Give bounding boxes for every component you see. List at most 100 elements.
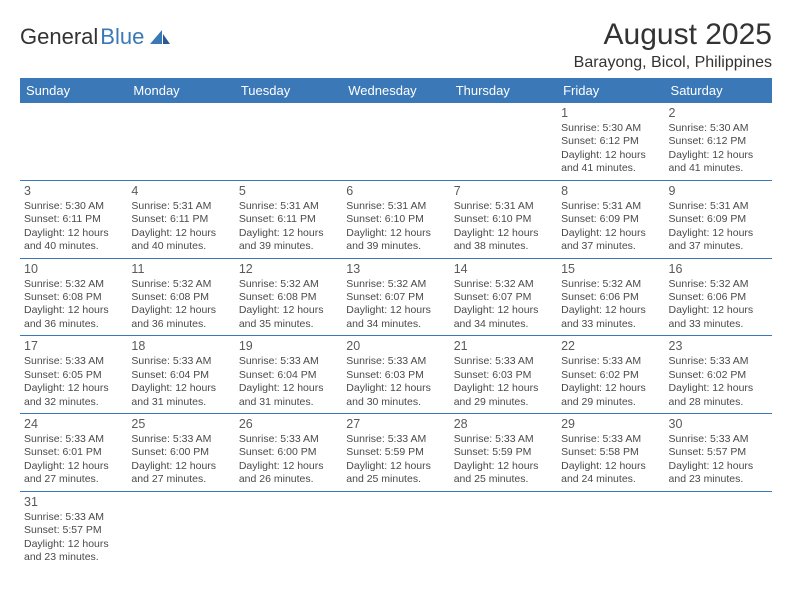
day-number: 3 [24,183,123,199]
day-number: 25 [131,416,230,432]
day-number: 28 [454,416,553,432]
sunrise: Sunrise: 5:32 AM [454,278,553,291]
calendar-day: 19Sunrise: 5:33 AMSunset: 6:04 PMDayligh… [235,336,342,414]
sunset: Sunset: 6:10 PM [454,213,553,226]
sunrise: Sunrise: 5:31 AM [561,200,660,213]
sunset: Sunset: 6:00 PM [131,446,230,459]
calendar-body: 1Sunrise: 5:30 AMSunset: 6:12 PMDaylight… [20,103,772,569]
sunset: Sunset: 6:02 PM [669,369,768,382]
calendar-day: 9Sunrise: 5:31 AMSunset: 6:09 PMDaylight… [665,180,772,258]
daylight: Daylight: 12 hours and 27 minutes. [24,460,123,487]
calendar-day: 11Sunrise: 5:32 AMSunset: 6:08 PMDayligh… [127,258,234,336]
calendar-empty [235,491,342,568]
day-number: 5 [239,183,338,199]
daylight: Daylight: 12 hours and 37 minutes. [561,227,660,254]
calendar-empty [127,491,234,568]
calendar-day: 8Sunrise: 5:31 AMSunset: 6:09 PMDaylight… [557,180,664,258]
sunrise: Sunrise: 5:30 AM [24,200,123,213]
calendar-day: 22Sunrise: 5:33 AMSunset: 6:02 PMDayligh… [557,336,664,414]
sunset: Sunset: 6:11 PM [239,213,338,226]
sunrise: Sunrise: 5:32 AM [239,278,338,291]
sunset: Sunset: 6:04 PM [131,369,230,382]
sunset: Sunset: 6:12 PM [561,135,660,148]
sunrise: Sunrise: 5:31 AM [131,200,230,213]
sunrise: Sunrise: 5:30 AM [561,122,660,135]
sunrise: Sunrise: 5:32 AM [131,278,230,291]
calendar-day: 15Sunrise: 5:32 AMSunset: 6:06 PMDayligh… [557,258,664,336]
daylight: Daylight: 12 hours and 37 minutes. [669,227,768,254]
daylight: Daylight: 12 hours and 36 minutes. [131,304,230,331]
day-number: 20 [346,338,445,354]
day-number: 23 [669,338,768,354]
calendar-day: 6Sunrise: 5:31 AMSunset: 6:10 PMDaylight… [342,180,449,258]
calendar-empty [235,103,342,180]
daylight: Daylight: 12 hours and 41 minutes. [669,149,768,176]
weekday-header: Wednesday [342,78,449,103]
calendar-day: 30Sunrise: 5:33 AMSunset: 5:57 PMDayligh… [665,414,772,492]
sunset: Sunset: 6:06 PM [561,291,660,304]
sunrise: Sunrise: 5:32 AM [346,278,445,291]
sunrise: Sunrise: 5:33 AM [346,355,445,368]
day-number: 22 [561,338,660,354]
calendar-day: 1Sunrise: 5:30 AMSunset: 6:12 PMDaylight… [557,103,664,180]
title-block: August 2025 Barayong, Bicol, Philippines [574,18,772,72]
day-number: 7 [454,183,553,199]
day-number: 11 [131,261,230,277]
sunset: Sunset: 6:11 PM [131,213,230,226]
daylight: Daylight: 12 hours and 34 minutes. [346,304,445,331]
sunrise: Sunrise: 5:33 AM [239,433,338,446]
calendar-empty [665,491,772,568]
calendar-day: 25Sunrise: 5:33 AMSunset: 6:00 PMDayligh… [127,414,234,492]
sunrise: Sunrise: 5:33 AM [454,433,553,446]
sunset: Sunset: 5:59 PM [454,446,553,459]
calendar-day: 29Sunrise: 5:33 AMSunset: 5:58 PMDayligh… [557,414,664,492]
day-number: 27 [346,416,445,432]
calendar-day: 27Sunrise: 5:33 AMSunset: 5:59 PMDayligh… [342,414,449,492]
day-number: 4 [131,183,230,199]
sunrise: Sunrise: 5:32 AM [24,278,123,291]
day-number: 15 [561,261,660,277]
sunset: Sunset: 6:08 PM [239,291,338,304]
day-number: 31 [24,494,123,510]
weekday-header: Thursday [450,78,557,103]
calendar-day: 24Sunrise: 5:33 AMSunset: 6:01 PMDayligh… [20,414,127,492]
day-number: 2 [669,105,768,121]
sunrise: Sunrise: 5:33 AM [561,355,660,368]
calendar-day: 12Sunrise: 5:32 AMSunset: 6:08 PMDayligh… [235,258,342,336]
daylight: Daylight: 12 hours and 23 minutes. [669,460,768,487]
daylight: Daylight: 12 hours and 30 minutes. [346,382,445,409]
sunset: Sunset: 6:07 PM [454,291,553,304]
logo-sail-icon [148,28,172,46]
calendar-empty [20,103,127,180]
daylight: Daylight: 12 hours and 25 minutes. [454,460,553,487]
daylight: Daylight: 12 hours and 38 minutes. [454,227,553,254]
daylight: Daylight: 12 hours and 31 minutes. [239,382,338,409]
weekday-header: Saturday [665,78,772,103]
calendar-day: 10Sunrise: 5:32 AMSunset: 6:08 PMDayligh… [20,258,127,336]
daylight: Daylight: 12 hours and 41 minutes. [561,149,660,176]
calendar-day: 14Sunrise: 5:32 AMSunset: 6:07 PMDayligh… [450,258,557,336]
day-number: 24 [24,416,123,432]
daylight: Daylight: 12 hours and 39 minutes. [239,227,338,254]
calendar-day: 28Sunrise: 5:33 AMSunset: 5:59 PMDayligh… [450,414,557,492]
calendar-week: 1Sunrise: 5:30 AMSunset: 6:12 PMDaylight… [20,103,772,180]
calendar-week: 10Sunrise: 5:32 AMSunset: 6:08 PMDayligh… [20,258,772,336]
sunrise: Sunrise: 5:33 AM [561,433,660,446]
calendar-day: 3Sunrise: 5:30 AMSunset: 6:11 PMDaylight… [20,180,127,258]
day-number: 29 [561,416,660,432]
day-number: 26 [239,416,338,432]
location: Barayong, Bicol, Philippines [574,54,772,72]
sunset: Sunset: 6:04 PM [239,369,338,382]
calendar-day: 7Sunrise: 5:31 AMSunset: 6:10 PMDaylight… [450,180,557,258]
sunrise: Sunrise: 5:33 AM [669,433,768,446]
sunset: Sunset: 6:09 PM [669,213,768,226]
calendar-day: 16Sunrise: 5:32 AMSunset: 6:06 PMDayligh… [665,258,772,336]
calendar-day: 4Sunrise: 5:31 AMSunset: 6:11 PMDaylight… [127,180,234,258]
sunset: Sunset: 6:07 PM [346,291,445,304]
sunrise: Sunrise: 5:33 AM [131,355,230,368]
calendar-day: 21Sunrise: 5:33 AMSunset: 6:03 PMDayligh… [450,336,557,414]
day-number: 13 [346,261,445,277]
sunrise: Sunrise: 5:32 AM [669,278,768,291]
daylight: Daylight: 12 hours and 36 minutes. [24,304,123,331]
calendar-empty [342,103,449,180]
